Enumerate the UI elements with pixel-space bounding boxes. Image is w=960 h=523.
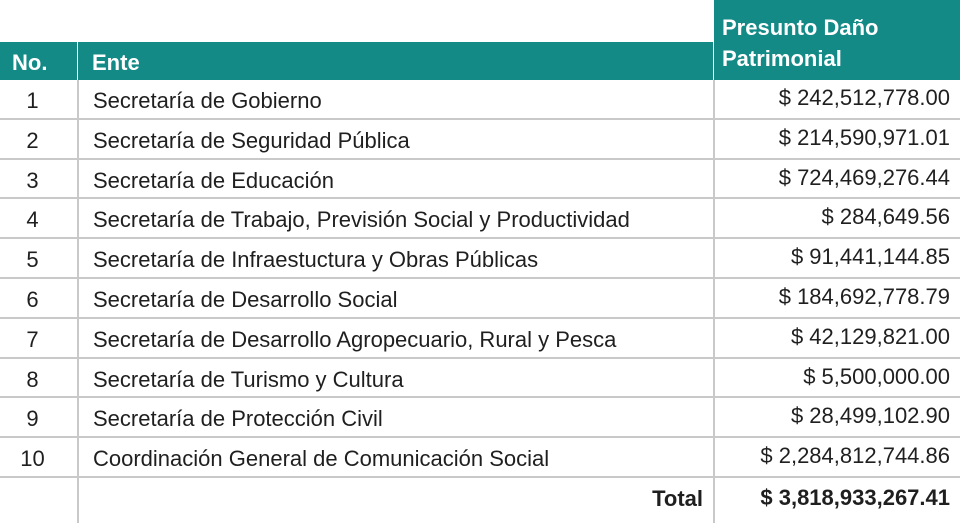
- row-number: 7: [26, 326, 39, 352]
- row-ente: Secretaría de Educación: [77, 159, 713, 198]
- row-amount: $ 242,512,778.00: [713, 80, 960, 118]
- header-no: No.: [0, 42, 77, 80]
- table-row: 9 Secretaría de Protección Civil $ 28,49…: [0, 398, 960, 439]
- table-row: 4 Secretaría de Trabajo, Previsión Socia…: [0, 199, 960, 240]
- row-ente: Coordinación General de Comunicación Soc…: [77, 438, 713, 476]
- row-amount: $ 2,284,812,744.86: [713, 438, 960, 476]
- row-number: 2: [26, 127, 39, 153]
- row-ente: Secretaría de Turismo y Cultura: [77, 358, 713, 397]
- table-row: 3 Secretaría de Educación $ 724,469,276.…: [0, 159, 960, 200]
- total-label: Total: [77, 478, 713, 523]
- row-number: 1: [26, 88, 39, 113]
- table-row: 10 Coordinación General de Comunicación …: [0, 438, 960, 478]
- row-ente: Secretaría de Protección Civil: [77, 398, 713, 437]
- header-ente: Ente: [77, 42, 713, 80]
- header-amount-line1: Presunto Daño: [722, 15, 879, 40]
- row-number: 10: [20, 446, 45, 472]
- table-row: 1 Secretaría de Gobierno $ 242,512,778.0…: [0, 80, 960, 120]
- row-amount: $ 28,499,102.90: [713, 398, 960, 437]
- total-row: Total $ 3,818,933,267.41: [0, 478, 960, 523]
- row-number: 6: [26, 286, 39, 312]
- row-amount: $ 5,500,000.00: [713, 358, 960, 397]
- row-amount: $ 214,590,971.01: [713, 119, 960, 158]
- row-number: 9: [26, 406, 39, 432]
- row-amount: $ 184,692,778.79: [713, 278, 960, 317]
- row-amount: $ 284,649.56: [713, 199, 960, 238]
- row-ente: Secretaría de Desarrollo Social: [77, 278, 713, 317]
- table-body: 1 Secretaría de Gobierno $ 242,512,778.0…: [0, 80, 960, 478]
- table-row: 6 Secretaría de Desarrollo Social $ 184,…: [0, 278, 960, 319]
- row-ente: Secretaría de Trabajo, Previsión Social …: [77, 199, 713, 238]
- table-row: 5 Secretaría de Infraestuctura y Obras P…: [0, 239, 960, 279]
- table-row: 7 Secretaría de Desarrollo Agropecuario,…: [0, 318, 960, 359]
- header-amount: Presunto Daño Patrimonial: [713, 0, 960, 80]
- row-amount: $ 42,129,821.00: [713, 318, 960, 357]
- row-ente: Secretaría de Desarrollo Agropecuario, R…: [77, 318, 713, 357]
- table-row: 2 Secretaría de Seguridad Pública $ 214,…: [0, 119, 960, 160]
- row-ente: Secretaría de Gobierno: [77, 80, 713, 118]
- row-number: 4: [26, 207, 39, 233]
- row-amount: $ 724,469,276.44: [713, 159, 960, 198]
- total-amount: $ 3,818,933,267.41: [713, 478, 960, 523]
- row-amount: $ 91,441,144.85: [713, 239, 960, 277]
- row-ente: Secretaría de Infraestuctura y Obras Púb…: [77, 239, 713, 277]
- row-number: 8: [26, 366, 39, 392]
- row-ente: Secretaría de Seguridad Pública: [77, 119, 713, 158]
- row-number: 5: [26, 247, 39, 273]
- row-number: 3: [26, 167, 39, 193]
- table-row: 8 Secretaría de Turismo y Cultura $ 5,50…: [0, 358, 960, 399]
- header-amount-line2: Patrimonial: [722, 46, 842, 71]
